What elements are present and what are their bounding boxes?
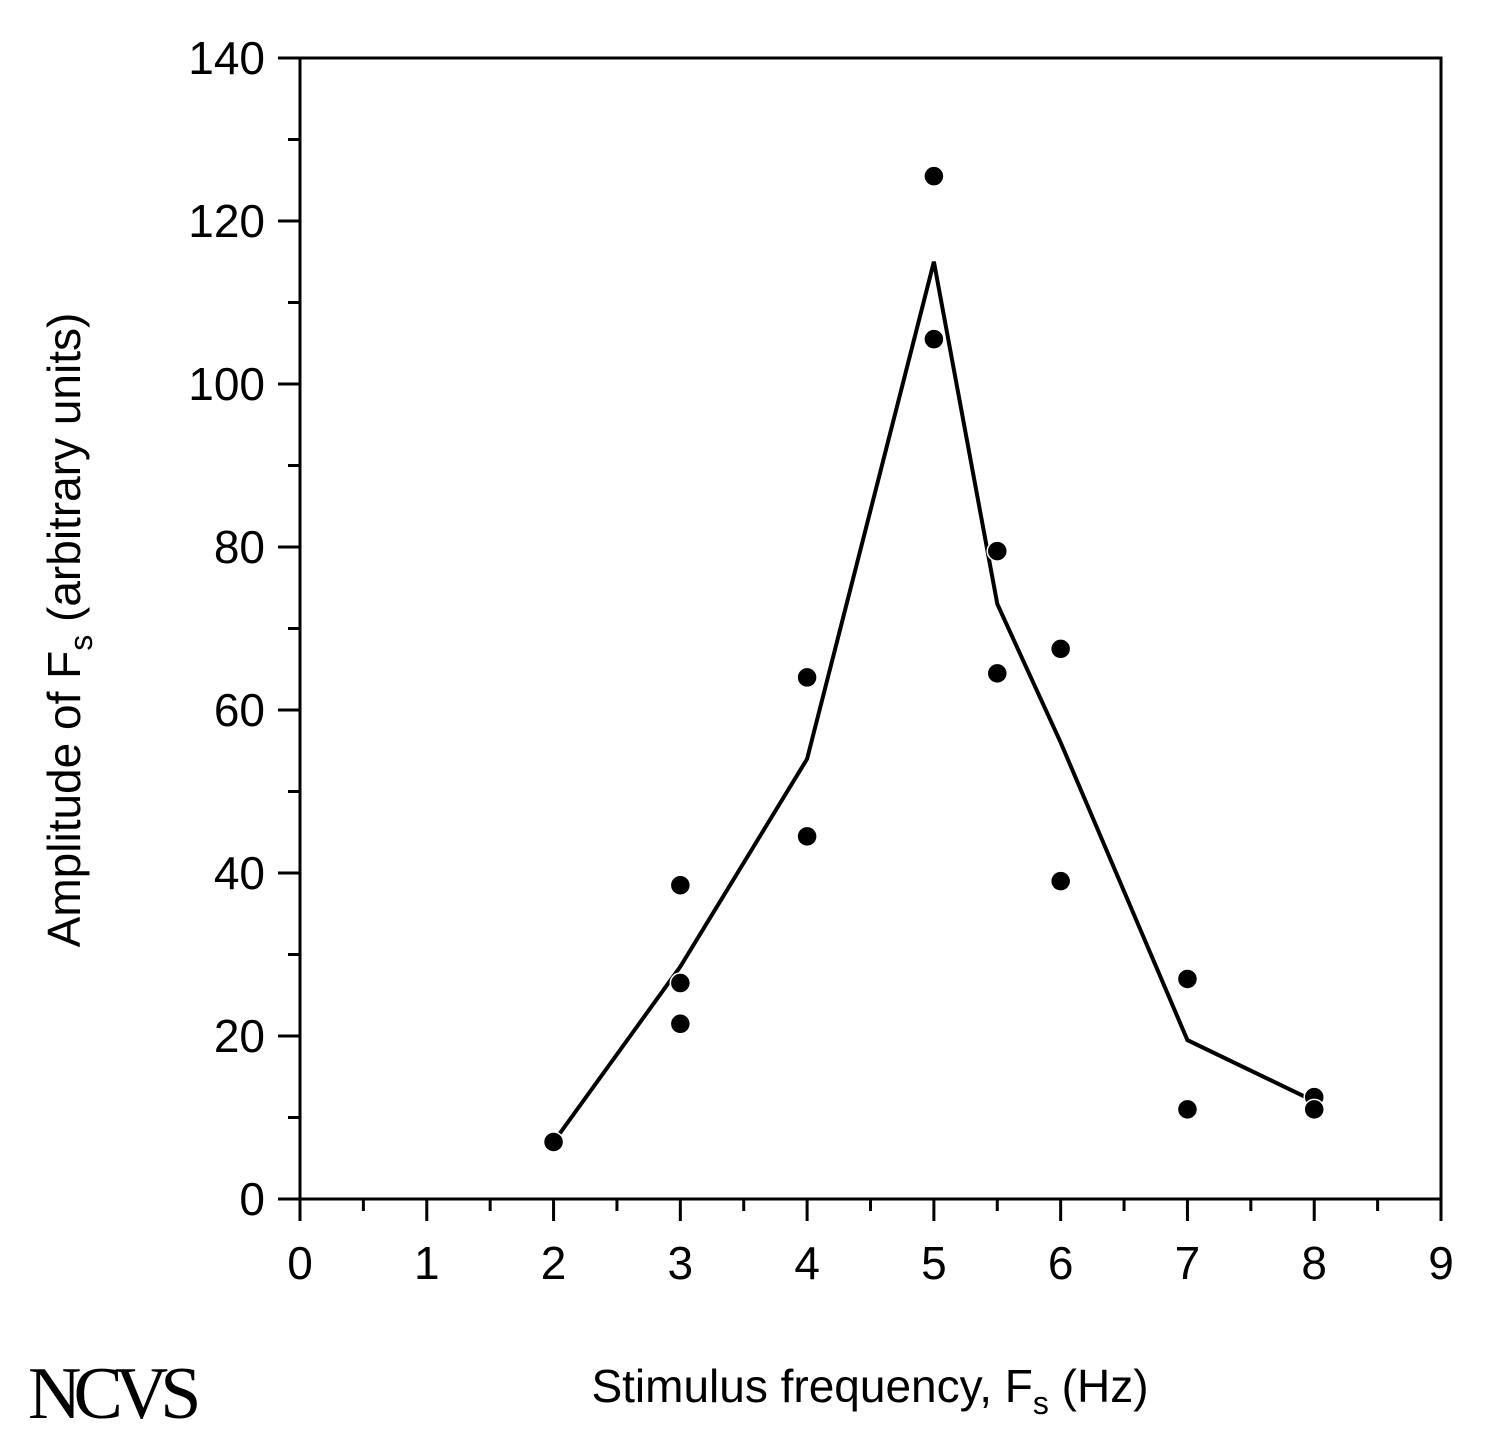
x-tick-label: 0 bbox=[287, 1237, 313, 1289]
y-tick-label: 0 bbox=[239, 1173, 265, 1225]
x-axis-ticks bbox=[298, 1199, 1443, 1221]
data-point bbox=[1303, 1098, 1325, 1121]
data-point bbox=[923, 165, 945, 187]
data-point bbox=[1176, 968, 1199, 990]
y-axis-title: Amplitude of Fs (arbitrary units) bbox=[38, 313, 99, 948]
plot-frame bbox=[298, 56, 1443, 1201]
fit-line bbox=[551, 261, 1316, 1144]
data-point bbox=[796, 666, 818, 689]
data-point bbox=[1049, 638, 1072, 660]
y-tick-label: 100 bbox=[188, 358, 265, 410]
y-axis-ticks bbox=[278, 56, 300, 1201]
plot-border bbox=[298, 56, 1443, 1201]
x-tick-label: 3 bbox=[668, 1237, 694, 1289]
data-point bbox=[542, 1131, 565, 1153]
x-axis-title: Stimulus frequency, Fs (Hz) bbox=[591, 1360, 1148, 1421]
x-tick-label: 1 bbox=[414, 1237, 440, 1289]
x-tick-label: 4 bbox=[794, 1237, 820, 1289]
y-tick-label: 40 bbox=[214, 847, 265, 899]
x-tick-label: 5 bbox=[921, 1237, 947, 1289]
x-tick-label: 2 bbox=[541, 1237, 567, 1289]
y-axis-tick-labels: 0 20 40 60 80 100 120 140 bbox=[188, 32, 265, 1225]
data-point bbox=[1176, 1098, 1199, 1121]
y-tick-label: 60 bbox=[214, 684, 265, 736]
y-tick-label: 20 bbox=[214, 1010, 265, 1062]
y-tick-label: 140 bbox=[188, 32, 265, 84]
y-tick-label: 80 bbox=[214, 521, 265, 573]
data-points bbox=[542, 165, 1325, 1153]
x-tick-label: 9 bbox=[1428, 1237, 1454, 1289]
data-point bbox=[669, 972, 692, 994]
data-point bbox=[986, 540, 1009, 562]
x-tick-label: 7 bbox=[1175, 1237, 1201, 1289]
data-point bbox=[986, 662, 1009, 685]
x-tick-label: 8 bbox=[1301, 1237, 1327, 1289]
y-tick-label: 120 bbox=[188, 195, 265, 247]
data-point bbox=[796, 825, 818, 848]
ncvs-logo: NCVS bbox=[28, 1353, 197, 1435]
data-point bbox=[923, 328, 945, 350]
x-axis-tick-labels: 0 1 2 3 4 5 6 7 8 9 bbox=[287, 1237, 1454, 1289]
data-point bbox=[669, 1013, 692, 1035]
x-tick-label: 6 bbox=[1048, 1237, 1074, 1289]
data-point bbox=[1049, 870, 1072, 892]
data-point bbox=[669, 874, 692, 896]
fit-line-path bbox=[551, 261, 1316, 1144]
